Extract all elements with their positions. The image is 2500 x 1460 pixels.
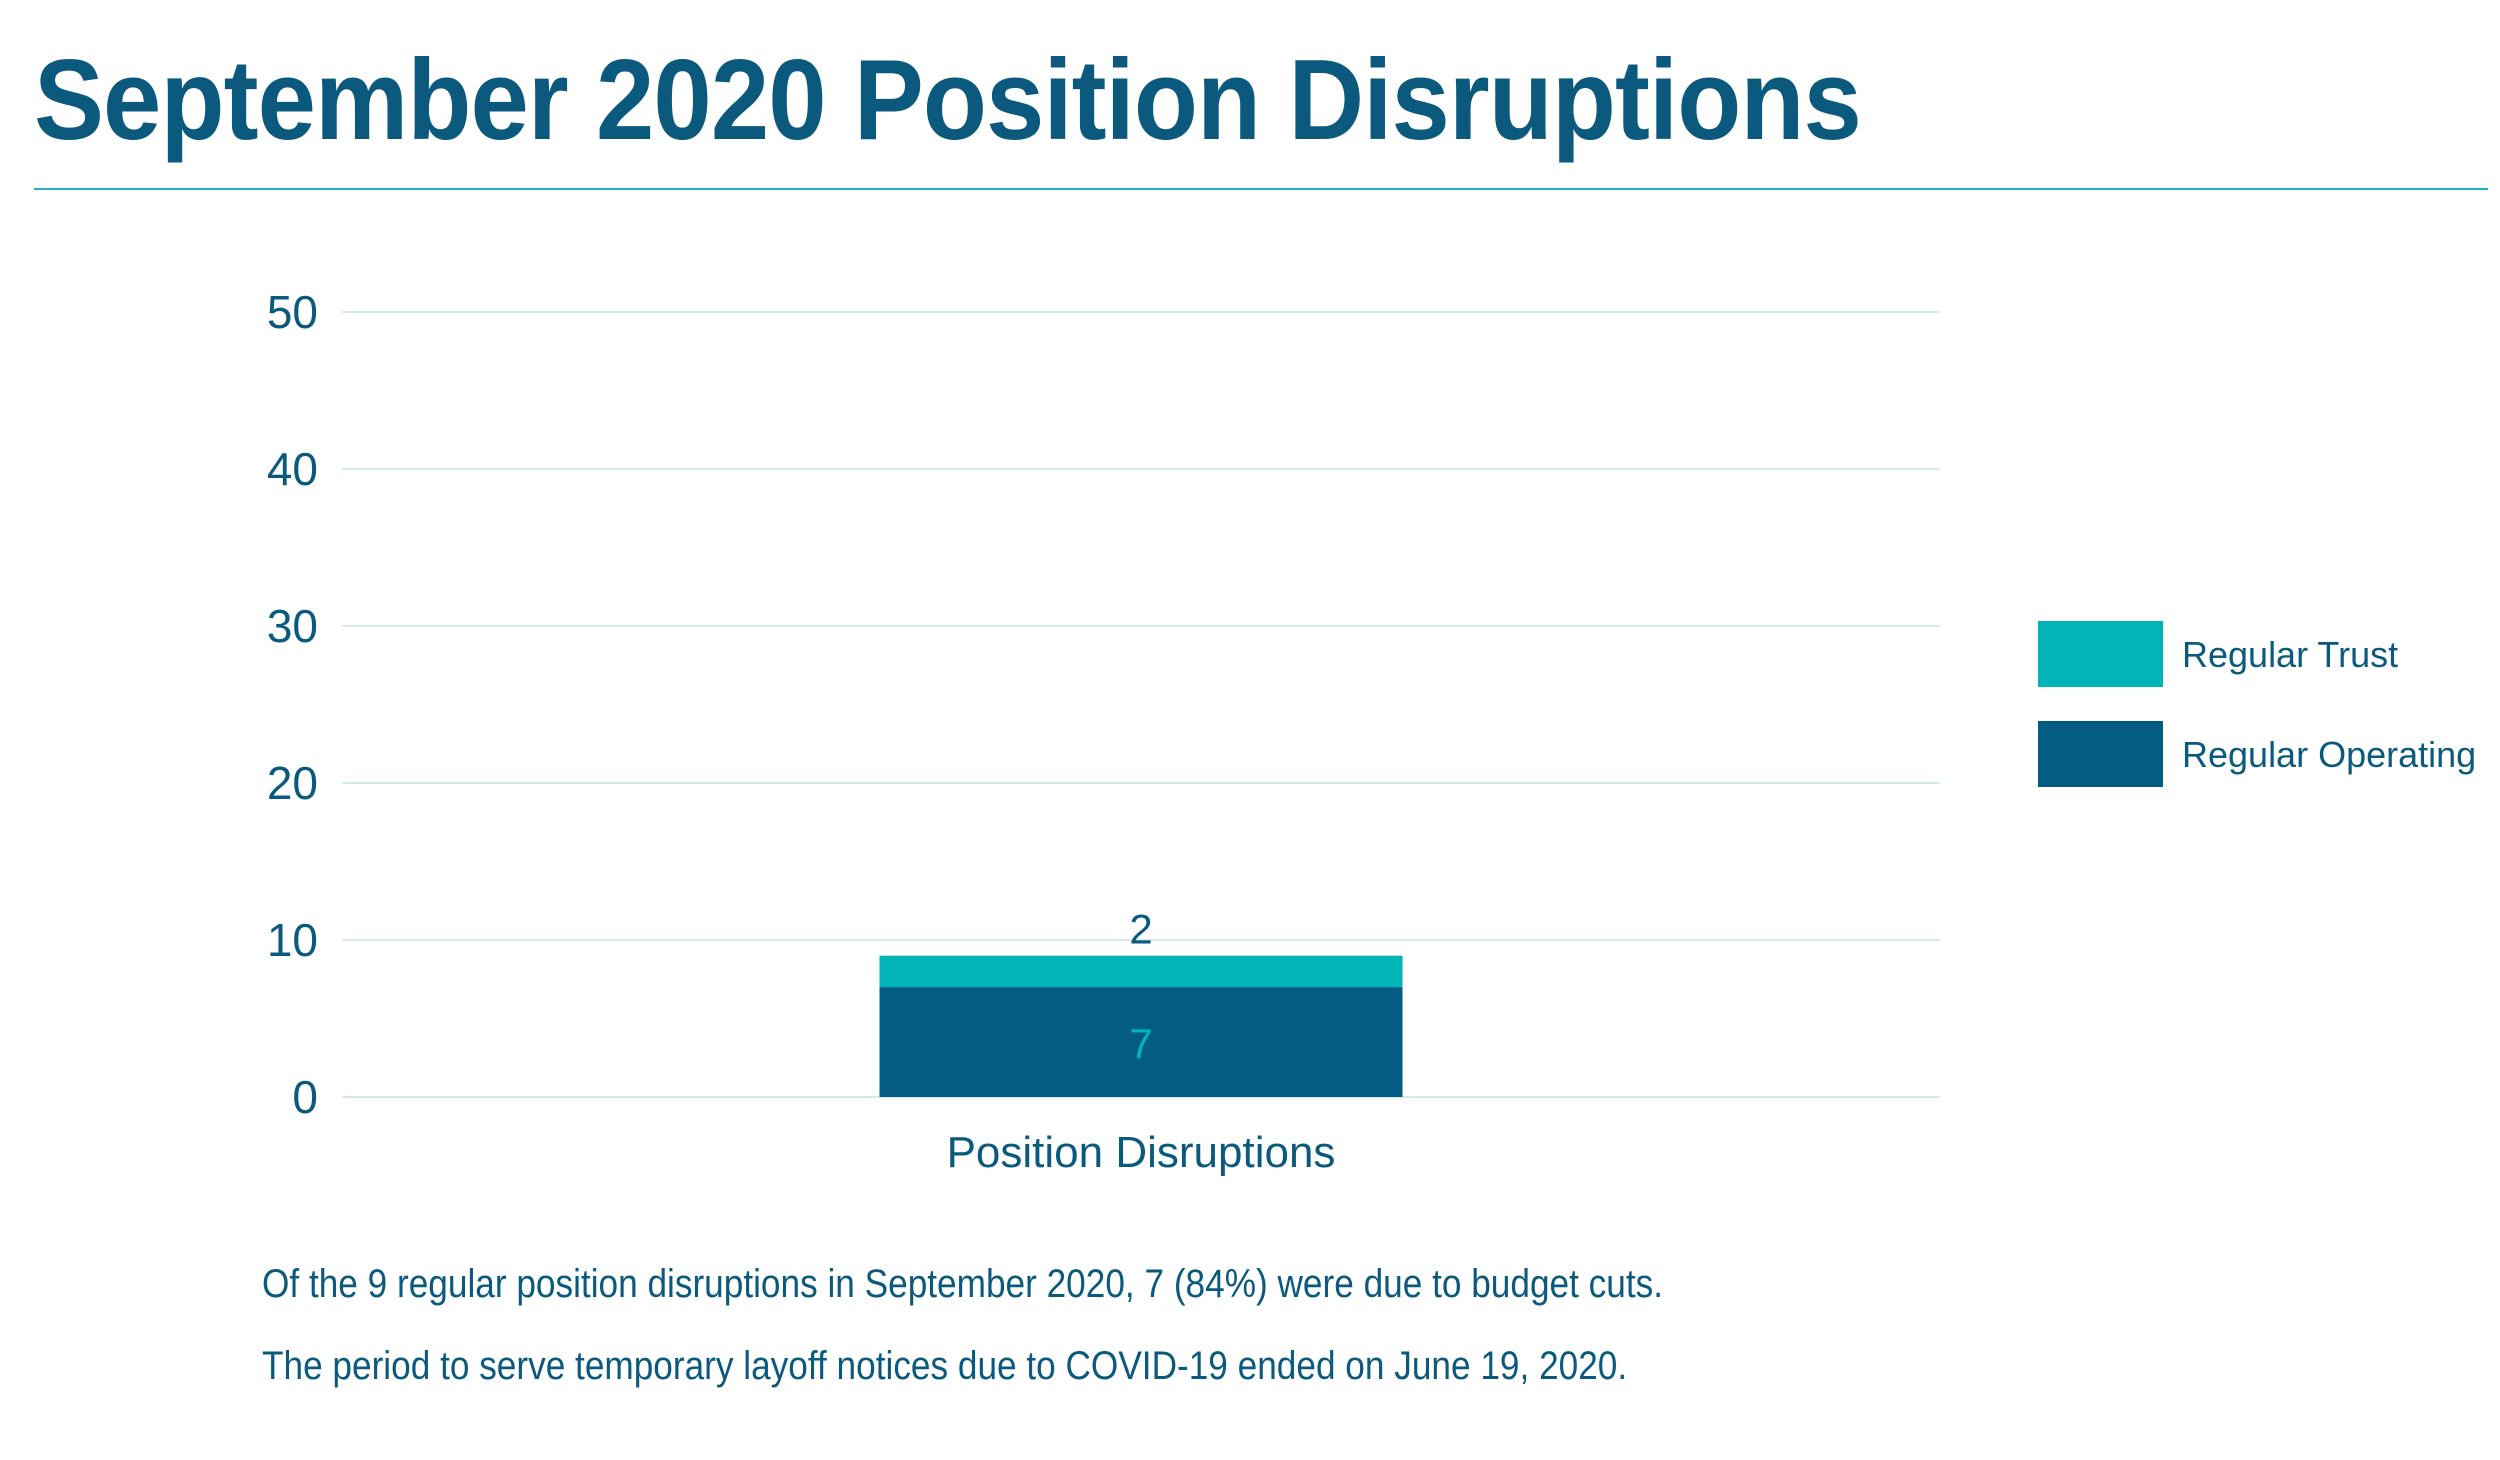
data-labels: 72 <box>1129 906 1152 1067</box>
x-axis-ticks: Position Disruptions <box>947 1128 1336 1177</box>
gridlines <box>342 311 1940 1098</box>
y-tick-label-50: 50 <box>267 286 318 338</box>
y-tick-label-20: 20 <box>267 757 318 809</box>
bar-regular-trust <box>879 955 1403 988</box>
y-axis-ticks: 0 10 20 30 40 50 <box>267 286 318 1123</box>
legend: Regular Trust Regular Operating <box>2038 621 2476 787</box>
legend-label-regular-operating: Regular Operating <box>2182 734 2476 775</box>
data-label-regular-trust: 2 <box>1129 906 1152 953</box>
y-tick-label-30: 30 <box>267 600 318 652</box>
y-tick-label-40: 40 <box>267 443 318 495</box>
footnote-covid-layoff: The period to serve temporary layoff not… <box>262 1344 1628 1388</box>
y-tick-label-0: 0 <box>292 1071 318 1123</box>
legend-label-regular-trust: Regular Trust <box>2182 634 2398 675</box>
bar-regular-operating <box>879 987 1403 1097</box>
legend-swatch-regular-operating <box>2038 721 2163 787</box>
data-label-regular-operating: 7 <box>1129 1020 1152 1067</box>
x-tick-label: Position Disruptions <box>947 1128 1336 1177</box>
legend-swatch-regular-trust <box>2038 621 2163 687</box>
footnote-budget-cuts: Of the 9 regular position disruptions in… <box>262 1262 1664 1306</box>
page-title: September 2020 Position Disruptions <box>34 37 1862 164</box>
y-tick-label-10: 10 <box>267 914 318 966</box>
title-divider <box>34 188 2488 190</box>
bars <box>879 955 1403 1097</box>
